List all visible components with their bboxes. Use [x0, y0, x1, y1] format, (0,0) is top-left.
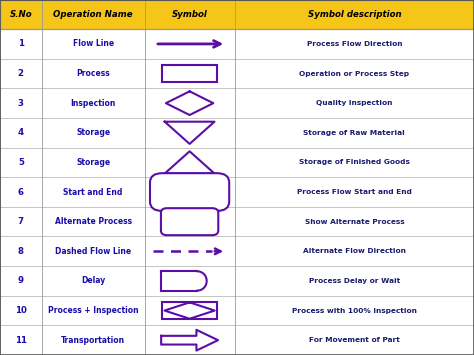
Text: Operation or Process Step: Operation or Process Step — [299, 71, 410, 77]
Text: Show Alternate Process: Show Alternate Process — [304, 219, 404, 225]
Text: Alternate Flow Direction: Alternate Flow Direction — [303, 248, 406, 254]
Text: Process: Process — [76, 69, 110, 78]
Text: Delay: Delay — [81, 277, 105, 285]
Text: Storage: Storage — [76, 128, 110, 137]
Text: Symbol description: Symbol description — [308, 10, 401, 19]
Bar — [162, 302, 217, 320]
Text: Start and End: Start and End — [64, 187, 123, 197]
FancyBboxPatch shape — [161, 208, 218, 235]
Bar — [0, 296, 474, 326]
Bar — [0, 326, 474, 355]
Text: Alternate Process: Alternate Process — [55, 217, 132, 226]
Text: 1: 1 — [18, 39, 24, 48]
Text: 2: 2 — [18, 69, 24, 78]
Text: Process + Inspection: Process + Inspection — [48, 306, 138, 315]
Text: Dashed Flow Line: Dashed Flow Line — [55, 247, 131, 256]
Bar — [0, 207, 474, 236]
Text: Symbol: Symbol — [172, 10, 208, 19]
Text: 5: 5 — [18, 158, 24, 167]
Text: Storage of Finished Goods: Storage of Finished Goods — [299, 159, 410, 165]
Bar — [0, 118, 474, 148]
Text: 10: 10 — [15, 306, 27, 315]
Bar — [0, 0, 474, 29]
Bar — [0, 266, 474, 296]
Text: 7: 7 — [18, 217, 24, 226]
Text: Quality Inspection: Quality Inspection — [316, 100, 392, 106]
Text: 11: 11 — [15, 336, 27, 345]
Bar — [0, 177, 474, 207]
Text: 6: 6 — [18, 187, 24, 197]
Text: 8: 8 — [18, 247, 24, 256]
Bar — [0, 88, 474, 118]
Text: 4: 4 — [18, 128, 24, 137]
Text: Process Flow Start and End: Process Flow Start and End — [297, 189, 412, 195]
Bar — [0, 29, 474, 59]
Text: 3: 3 — [18, 99, 24, 108]
Text: Operation Name: Operation Name — [54, 10, 133, 19]
Bar — [0, 59, 474, 88]
Bar — [0, 148, 474, 177]
Text: Storage of Raw Material: Storage of Raw Material — [303, 130, 405, 136]
Text: Storage: Storage — [76, 158, 110, 167]
FancyBboxPatch shape — [150, 173, 229, 211]
Bar — [0, 236, 474, 266]
Text: Process with 100% inspection: Process with 100% inspection — [292, 307, 417, 313]
Bar — [162, 65, 217, 82]
Text: Transportation: Transportation — [61, 336, 125, 345]
Text: 9: 9 — [18, 277, 24, 285]
Text: Process Flow Direction: Process Flow Direction — [307, 41, 402, 47]
Text: Inspection: Inspection — [71, 99, 116, 108]
Text: S.No: S.No — [9, 10, 32, 19]
Text: Flow Line: Flow Line — [73, 39, 114, 48]
Text: For Movement of Part: For Movement of Part — [309, 337, 400, 343]
Text: Process Delay or Wait: Process Delay or Wait — [309, 278, 400, 284]
